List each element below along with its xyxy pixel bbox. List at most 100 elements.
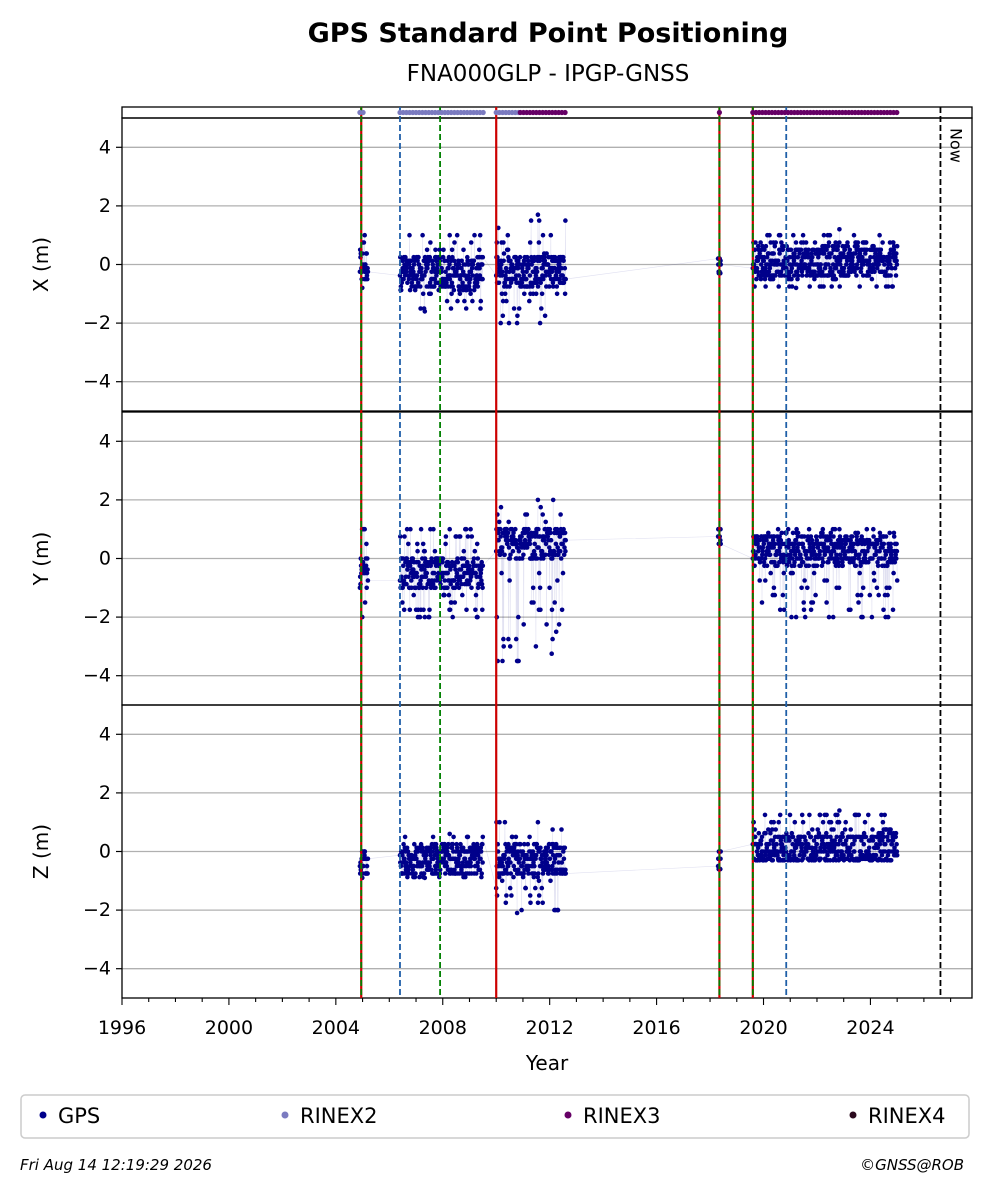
data-point (877, 841, 883, 847)
data-point (506, 545, 512, 550)
data-point (534, 280, 540, 286)
data-point (856, 600, 861, 605)
data-point (408, 559, 414, 565)
data-point (454, 845, 460, 851)
data-point (460, 592, 465, 598)
data-point (405, 849, 411, 854)
data-point (531, 600, 536, 605)
data-point (791, 273, 797, 278)
data-point (888, 273, 893, 278)
data-point (860, 585, 866, 591)
data-point (891, 247, 897, 253)
data-point (811, 570, 817, 576)
data-point (821, 251, 827, 256)
data-point (806, 563, 812, 569)
data-point (556, 265, 561, 271)
data-point (513, 254, 519, 260)
data-point (440, 574, 445, 580)
data-point (883, 841, 888, 847)
data-point (454, 232, 460, 238)
data-point (800, 541, 806, 547)
data-point (766, 548, 771, 554)
data-point (408, 860, 413, 865)
data-point (853, 563, 859, 569)
data-point (406, 541, 411, 547)
data-point (817, 812, 823, 818)
data-point (761, 258, 767, 264)
data-point (433, 258, 439, 264)
data-point (840, 559, 845, 565)
data-point (809, 537, 815, 543)
data-point (511, 863, 517, 869)
data-point (418, 306, 423, 311)
data-point (420, 276, 425, 282)
data-point (788, 552, 793, 558)
data-point (874, 284, 879, 289)
data-point (524, 254, 530, 260)
data-point (549, 651, 554, 656)
data-point (894, 556, 899, 561)
data-point (829, 284, 834, 289)
data-point (533, 644, 539, 649)
data-point (835, 247, 840, 253)
data-point (755, 258, 761, 264)
data-point (764, 845, 770, 851)
data-point (555, 545, 560, 550)
data-point (510, 534, 516, 539)
data-point (855, 240, 861, 245)
data-point (523, 885, 528, 891)
data-point (365, 871, 370, 876)
data-point (548, 530, 553, 536)
data-point (542, 258, 548, 264)
data-point (457, 276, 463, 282)
data-point (459, 258, 465, 264)
data-point (521, 552, 526, 558)
data-point (479, 874, 484, 880)
data-point (877, 537, 883, 543)
data-point (457, 291, 463, 297)
data-point (762, 276, 768, 282)
data-point (533, 273, 539, 278)
data-point (530, 284, 535, 289)
data-point (501, 636, 506, 642)
footer-timestamp: Fri Aug 14 12:19:29 2026 (20, 1156, 212, 1174)
data-point (442, 592, 447, 598)
data-point (450, 614, 456, 620)
data-point (457, 534, 463, 539)
data-point (778, 537, 784, 543)
y-axis-label: X (m) (29, 237, 53, 292)
data-point (407, 287, 413, 293)
data-point (755, 534, 760, 539)
data-point (886, 254, 892, 260)
data-point (755, 269, 760, 275)
data-point (804, 273, 809, 278)
data-point (776, 548, 782, 554)
data-point (784, 830, 789, 836)
data-point (793, 285, 799, 291)
data-point (808, 834, 814, 840)
data-point (444, 298, 450, 304)
data-point (418, 841, 424, 847)
data-point (832, 526, 838, 532)
data-point (524, 269, 529, 275)
data-point (812, 240, 818, 245)
data-point (463, 306, 469, 311)
data-point (444, 849, 450, 854)
data-point (885, 563, 890, 569)
data-point (536, 871, 541, 876)
data-point (801, 600, 806, 605)
data-point (776, 819, 781, 825)
data-point (815, 545, 821, 550)
data-point (882, 849, 888, 854)
data-point (460, 574, 466, 580)
data-point (770, 858, 776, 863)
data-point (835, 556, 840, 561)
data-point (822, 845, 827, 851)
data-point (365, 556, 370, 561)
data-point (400, 258, 405, 264)
data-point (464, 276, 470, 282)
data-point (433, 867, 439, 873)
data-point (454, 581, 460, 587)
data-point (424, 570, 430, 576)
data-point (801, 251, 806, 256)
